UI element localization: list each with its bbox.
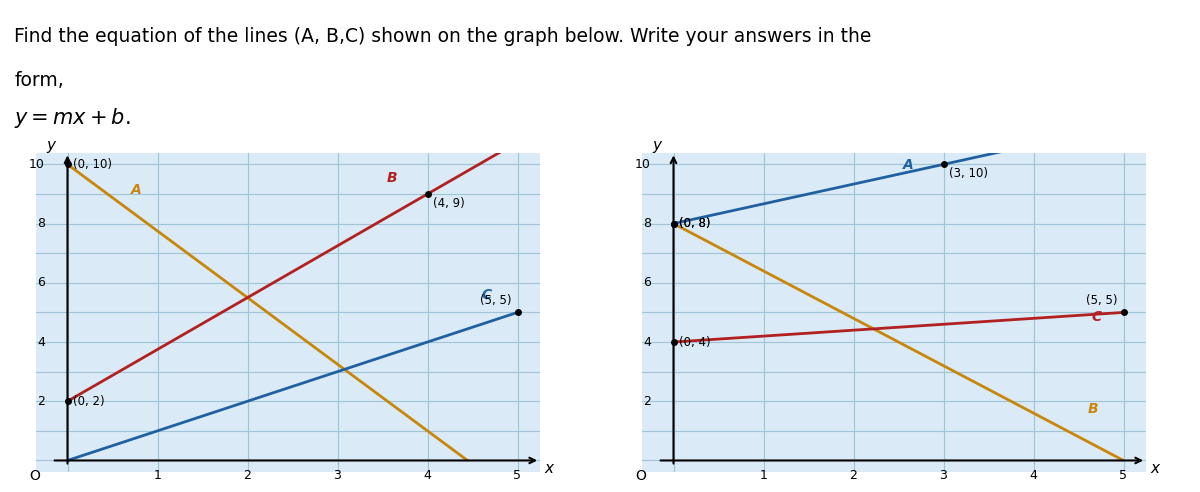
Text: 2: 2 [643, 395, 650, 408]
Text: 8: 8 [643, 217, 650, 230]
Text: x: x [545, 461, 553, 476]
Text: 4: 4 [37, 336, 46, 348]
Text: (0, 8): (0, 8) [679, 217, 710, 230]
Text: 5: 5 [514, 469, 522, 482]
Text: form,: form, [14, 71, 64, 90]
Text: O: O [30, 469, 41, 483]
Text: 6: 6 [37, 277, 46, 289]
Text: 5: 5 [1120, 469, 1128, 482]
Text: 4: 4 [424, 469, 432, 482]
Text: 1: 1 [760, 469, 768, 482]
Text: x: x [1151, 461, 1159, 476]
Text: B: B [1087, 402, 1098, 416]
Text: y: y [47, 138, 55, 153]
Text: B: B [386, 171, 397, 185]
Text: C: C [481, 288, 492, 302]
Text: 8: 8 [37, 217, 46, 230]
Text: (0, 10): (0, 10) [73, 158, 112, 171]
Text: O: O [636, 469, 647, 483]
Text: (3, 10): (3, 10) [949, 167, 988, 180]
Text: (5, 5): (5, 5) [1086, 294, 1118, 307]
Text: C: C [1092, 310, 1102, 324]
Text: 3: 3 [334, 469, 342, 482]
Text: 2: 2 [244, 469, 252, 482]
Text: (0, 8): (0, 8) [679, 217, 710, 230]
Text: 10: 10 [29, 158, 46, 171]
Text: 1: 1 [154, 469, 162, 482]
Text: (5, 5): (5, 5) [480, 294, 512, 307]
Text: 10: 10 [635, 158, 650, 171]
Text: y: y [653, 138, 662, 153]
Text: 3: 3 [940, 469, 948, 482]
Text: 4: 4 [643, 336, 650, 348]
Text: A: A [904, 158, 913, 172]
Text: (0, 2): (0, 2) [73, 395, 104, 408]
Text: 4: 4 [1030, 469, 1038, 482]
Text: (4, 9): (4, 9) [433, 197, 464, 210]
Text: $y = mx + b.$: $y = mx + b.$ [14, 106, 131, 130]
Text: Find the equation of the lines (A, B,C) shown on the graph below. Write your ans: Find the equation of the lines (A, B,C) … [14, 27, 871, 46]
Text: 2: 2 [37, 395, 46, 408]
Text: (0, 4): (0, 4) [679, 336, 710, 348]
Text: 6: 6 [643, 277, 650, 289]
Text: A: A [131, 183, 142, 197]
Text: 2: 2 [850, 469, 858, 482]
